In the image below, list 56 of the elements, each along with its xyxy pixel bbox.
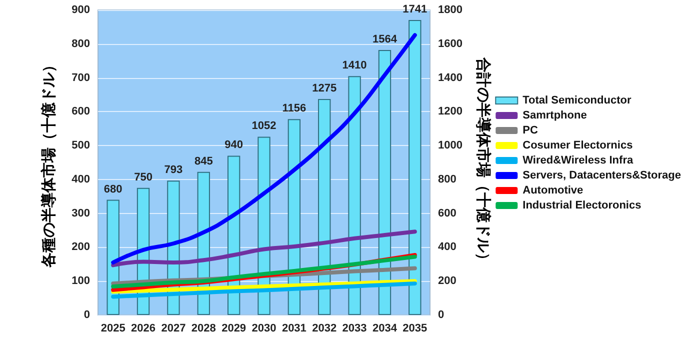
data-label: 1052 (252, 120, 276, 132)
x-tick-label: 2025 (100, 322, 126, 334)
x-tick-label: 2027 (161, 322, 186, 334)
x-tick-label: 2033 (342, 322, 367, 334)
y2-axis-title: 合計の半導体市場（十億ドル） (474, 56, 492, 268)
line-series (111, 230, 417, 268)
y-tick-label: 700 (72, 72, 90, 84)
y-tick-label: 400 (72, 173, 90, 186)
y-tick-label: 900 (72, 4, 90, 16)
y2-tick-label: 200 (438, 275, 456, 288)
data-label: 1275 (312, 82, 337, 94)
legend-label: Industrial Electoronics (522, 200, 642, 212)
x-tick-label: 2029 (222, 322, 246, 334)
data-label: 750 (134, 171, 152, 184)
bar (408, 20, 422, 315)
y-tick-label: 500 (72, 140, 90, 152)
data-label: 1741 (402, 3, 428, 16)
y-axis-title: 各種の半導体市場（十億ドル） (40, 58, 58, 268)
line-series (111, 279, 417, 294)
x-tick-label: 2031 (282, 322, 306, 334)
x-tick-label: 2034 (372, 322, 398, 334)
x-tick-label: 2026 (131, 322, 156, 334)
line-series (111, 281, 417, 299)
y2-tick-label: 400 (438, 241, 456, 254)
data-label: 1410 (342, 60, 367, 72)
legend-label: Total Semiconductor (522, 94, 632, 106)
y-tick-label: 800 (72, 38, 90, 50)
y2-tick-label: 1200 (438, 106, 462, 118)
y2-tick-label: 1000 (438, 140, 462, 152)
y-tick-label: 200 (72, 241, 90, 254)
y2-tick-label: 600 (438, 207, 456, 220)
legend-label: Servers, Datacenters&Storage (522, 170, 682, 182)
data-label: 1564 (372, 33, 398, 46)
y2-tick-label: 0 (438, 309, 444, 321)
data-label: 680 (104, 183, 122, 196)
x-tick-label: 2028 (191, 322, 216, 334)
legend-label: Automotive (522, 184, 584, 196)
data-label: 845 (194, 155, 213, 168)
data-label: 940 (224, 139, 243, 152)
y2-tick-label: 1800 (438, 4, 462, 16)
x-tick-label: 2032 (312, 322, 337, 334)
y2-tick-label: 1600 (438, 38, 462, 50)
data-label: 793 (164, 164, 183, 176)
y-tick-label: 600 (72, 106, 90, 118)
data-label: 1156 (282, 102, 306, 115)
y2-tick-label: 800 (438, 173, 456, 186)
legend-label: PC (522, 124, 538, 136)
legend-label: Samrtphone (522, 110, 587, 122)
legend-label: Wired&Wireless Infra (522, 154, 634, 166)
y2-tick-label: 1400 (438, 72, 462, 84)
x-tick-label: 2030 (252, 322, 276, 334)
y-tick-label: 100 (72, 275, 90, 288)
y-tick-label: 0 (84, 309, 90, 321)
x-tick-label: 2035 (402, 322, 428, 334)
y-tick-label: 300 (72, 207, 90, 220)
legend-label: Cosumer Electornics (522, 140, 633, 152)
